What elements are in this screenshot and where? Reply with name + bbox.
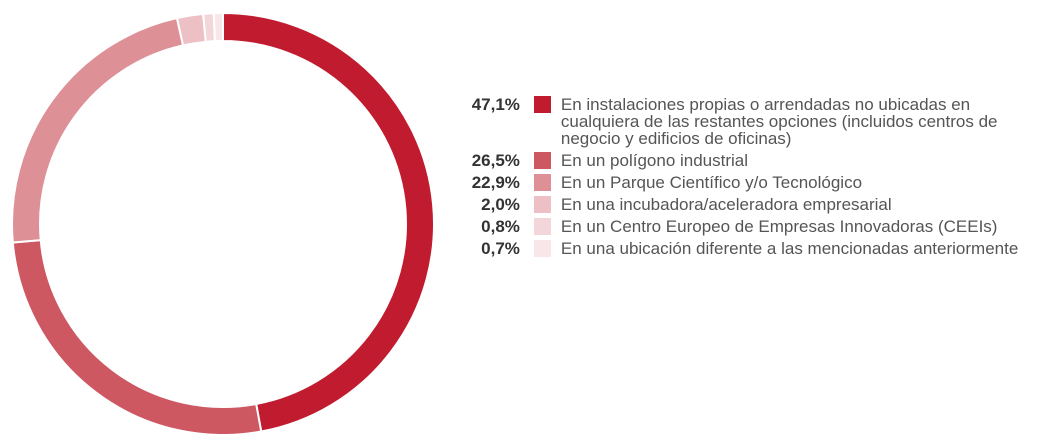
legend-swatch	[533, 218, 551, 235]
legend-label: En un Parque Científico y/o Tecnológico	[560, 173, 863, 192]
donut-segment	[212, 11, 224, 43]
value-label: 22,9%	[471, 173, 520, 192]
legend-item: 22,9% En un Parque Científico y/o Tecnoló…	[460, 174, 1030, 191]
donut-segment	[11, 238, 263, 434]
legend-label: En una incubadora/aceleradora empresaria…	[560, 195, 892, 214]
value-label: 47,1%	[471, 95, 520, 114]
legend-item: 2,0% En una incubadora/aceleradora empres…	[460, 196, 1030, 213]
chart	[11, 11, 435, 434]
donut-segment	[11, 16, 185, 244]
legend-swatch	[533, 240, 551, 257]
legend-label: En un polígono industrial	[560, 151, 749, 170]
legend-item: 0,8% En un Centro Europeo de Empresas Inn…	[460, 218, 1030, 235]
legend-swatch	[533, 196, 551, 213]
value-label: 0,7%	[481, 239, 520, 258]
legend-swatch	[533, 174, 551, 191]
value-label: 0,8%	[481, 217, 520, 236]
value-label: 2,0%	[481, 195, 520, 214]
legend-item: 26,5% En un polígono industrial	[460, 152, 1030, 169]
value-label: 26,5%	[471, 151, 520, 170]
legend-swatch	[533, 96, 551, 113]
legend-swatch	[533, 152, 551, 169]
legend-label: En una ubicación diferente a las mencion…	[560, 239, 1019, 258]
donut-segment	[175, 12, 207, 47]
legend-label: En un Centro Europeo de Empresas Innovad…	[560, 217, 998, 236]
legend-label: En instalaciones propias o arrendadas no…	[560, 95, 998, 148]
legend: 47,1% En instalaciones propias o arrendad…	[460, 96, 1030, 262]
legend-item: 0,7% En una ubicación diferente a las men…	[460, 240, 1030, 257]
donut-segment	[222, 11, 435, 433]
legend-item: 47,1% En instalaciones propias o arrendad…	[460, 96, 1030, 147]
